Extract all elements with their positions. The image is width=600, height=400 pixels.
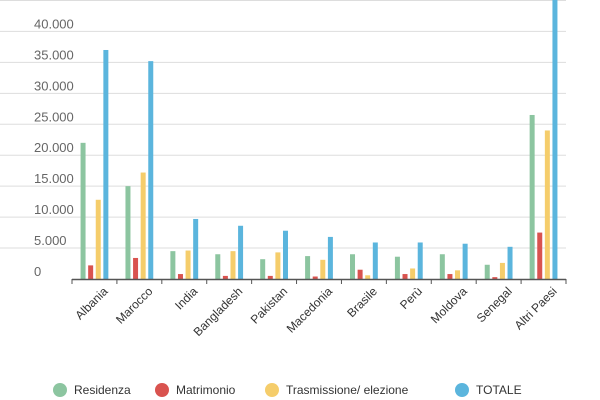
category-label: Marocco [113,284,156,327]
bar-totale-senegal [507,246,513,279]
bar-residenza-pakistan [260,259,266,279]
bar-residenza-marocco [125,186,131,279]
y-tick-label: 0 [34,264,41,279]
category-label: Bangladesh [191,284,246,339]
bar-matrimonio-pakistan [267,275,273,279]
y-tick-label: 20.000 [34,140,74,155]
y-tick-label: 15.000 [34,171,74,186]
bar-residenza-macedonia [305,256,311,279]
bar-residenza-india [170,251,176,279]
bar-matrimonio-senegal [492,277,498,279]
bar-trasmissione-elezione-marocco [140,172,146,279]
bar-residenza-brasile [350,254,356,279]
bar-trasmissione-elezione-brasile [365,275,371,279]
bar-totale-bangladesh [238,225,244,279]
y-tick-label: 40.000 [34,16,74,31]
category-label: Pakistan [248,284,290,326]
legend: Residenza Matrimonio Trasmissione/ elezion… [53,383,522,397]
y-tick-label: 5.000 [34,233,67,248]
legend-label: TOTALE [476,383,522,397]
bar-matrimonio-albania [88,265,94,279]
bar-residenza-per- [394,256,400,279]
x-axis-ticks [71,279,567,284]
category-label: Moldova [428,284,470,326]
bar-totale-macedonia [327,236,333,279]
bar-residenza-albania [80,142,86,279]
bar-trasmissione-elezione-senegal [499,262,505,279]
bar-totale-brasile [372,242,378,279]
bar-trasmissione-elezione-india [185,250,191,279]
bar-matrimonio-india [177,274,183,279]
bar-totale-albania [103,49,109,280]
bar-trasmissione-elezione-moldova [455,270,461,279]
legend-swatch [455,383,469,397]
bar-trasmissione-elezione-bangladesh [230,251,236,279]
bar-matrimonio-marocco [133,257,139,279]
bar-totale-pakistan [282,230,288,279]
bar-trasmissione-elezione-per- [410,268,416,279]
bar-matrimonio-macedonia [312,276,318,279]
grid-lines [0,0,566,249]
bars [80,0,558,280]
legend-item-totale: TOTALE [455,383,522,397]
category-label: Altri Paesi [512,284,560,332]
category-label: Brasile [344,284,380,320]
bar-matrimonio-moldova [447,274,453,279]
bar-totale-altri-paesi [552,0,558,279]
legend-item-trasmissione-elezione: Trasmissione/ elezione [265,383,409,397]
bar-trasmissione-elezione-altri-paesi [544,130,550,279]
category-label: Perù [397,284,425,312]
legend-item-matrimonio: Matrimonio [155,383,236,397]
bar-matrimonio-altri-paesi [537,232,543,279]
bar-matrimonio-bangladesh [222,275,228,279]
bar-residenza-moldova [439,254,445,279]
legend-item-residenza: Residenza [53,383,131,397]
category-label: Macedonia [284,284,336,336]
bar-trasmissione-elezione-pakistan [275,252,281,279]
y-tick-label: 25.000 [34,109,74,124]
category-label: Senegal [474,284,515,325]
legend-label: Matrimonio [176,383,236,397]
legend-swatch [53,383,67,397]
bar-residenza-bangladesh [215,254,221,279]
bar-totale-per- [417,242,423,279]
bar-totale-india [193,218,199,279]
legend-swatch [155,383,169,397]
bar-matrimonio-per- [402,274,408,279]
bar-totale-marocco [148,61,154,280]
y-tick-label: 10.000 [34,202,74,217]
y-tick-label: 35.000 [34,47,74,62]
bar-totale-moldova [462,243,468,279]
bar-residenza-senegal [484,264,490,279]
legend-swatch [265,383,279,397]
bar-residenza-altri-paesi [529,114,535,280]
bar-trasmissione-elezione-albania [95,199,101,279]
category-label: Albania [72,284,110,322]
bar-trasmissione-elezione-macedonia [320,259,326,279]
y-tick-label: 30.000 [34,78,74,93]
bar-matrimonio-brasile [357,269,363,279]
legend-label: Residenza [74,383,131,397]
category-label: India [172,284,201,313]
legend-label: Trasmissione/ elezione [286,383,409,397]
y-axis-tick-labels: 0 5.000 10.000 15.000 20.000 25.000 30.000 35.0… [34,0,74,279]
